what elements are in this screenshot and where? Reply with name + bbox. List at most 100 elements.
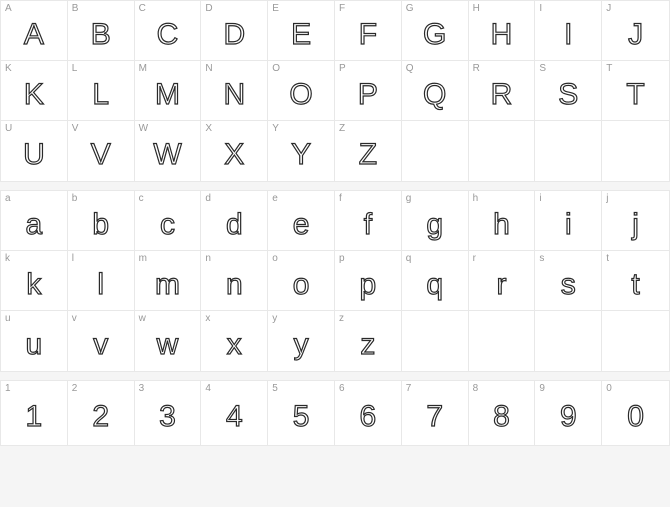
glyph-cell: qq (402, 251, 469, 311)
cell-label: N (205, 63, 212, 74)
glyph: b (92, 208, 109, 242)
glyph: r (496, 268, 506, 302)
glyph-cell: tt (602, 251, 669, 311)
cell-label: 2 (72, 383, 78, 394)
cell-label: r (473, 253, 476, 264)
cell-label: C (139, 3, 146, 14)
glyph-cell: YY (268, 121, 335, 181)
cell-label: K (5, 63, 12, 74)
uppercase-section: AABBCCDDEEFFGGHHIIJJKKLLMMNNOOPPQQRRSSTT… (0, 0, 670, 182)
cell-label: H (473, 3, 480, 14)
cell-label: U (5, 123, 12, 134)
glyph-cell: pp (335, 251, 402, 311)
cell-label: a (5, 193, 11, 204)
glyph-cell: ZZ (335, 121, 402, 181)
glyph-cell: HH (469, 1, 536, 61)
cell-label: 4 (205, 383, 211, 394)
cell-label: p (339, 253, 345, 264)
cell-label: i (539, 193, 541, 204)
glyph-cell: TT (602, 61, 669, 121)
glyph-cell: UU (1, 121, 68, 181)
glyph: 0 (627, 400, 644, 434)
cell-label: z (339, 313, 344, 324)
glyph: 1 (26, 400, 43, 434)
glyph-cell: KK (1, 61, 68, 121)
cell-label: 0 (606, 383, 612, 394)
cell-label: Y (272, 123, 279, 134)
glyph: l (97, 268, 104, 302)
cell-label: G (406, 3, 414, 14)
cell-label: k (5, 253, 10, 264)
glyph-cell (402, 121, 469, 181)
glyph: p (360, 268, 377, 302)
glyph-cell: oo (268, 251, 335, 311)
glyph: d (226, 208, 243, 242)
glyph-cell: gg (402, 191, 469, 251)
cell-label: w (139, 313, 146, 324)
glyph-cell: OO (268, 61, 335, 121)
glyph-cell: vv (68, 311, 135, 371)
cell-label: D (205, 3, 212, 14)
glyph-cell: 44 (201, 381, 268, 445)
glyph-cell (602, 121, 669, 181)
glyph: j (632, 208, 639, 242)
glyph: N (223, 78, 245, 112)
glyph-cell: 66 (335, 381, 402, 445)
glyph: m (155, 268, 180, 302)
glyph: H (491, 18, 513, 52)
glyph-cell: 77 (402, 381, 469, 445)
cell-label: f (339, 193, 342, 204)
glyph-cell: aa (1, 191, 68, 251)
glyph: z (360, 328, 375, 362)
glyph-cell: mm (135, 251, 202, 311)
cell-label: o (272, 253, 278, 264)
glyph: K (24, 78, 44, 112)
glyph: Z (359, 138, 377, 172)
cell-label: j (606, 193, 608, 204)
glyph-cell: CC (135, 1, 202, 61)
glyph-cell: ee (268, 191, 335, 251)
cell-label: X (205, 123, 212, 134)
cell-label: h (473, 193, 479, 204)
cell-label: n (205, 253, 211, 264)
glyph: c (160, 208, 175, 242)
glyph-cell (469, 121, 536, 181)
glyph: f (364, 208, 372, 242)
glyph-cell: WW (135, 121, 202, 181)
glyph-cell: jj (602, 191, 669, 251)
numbers-grid: 11223344556677889900 (1, 381, 669, 445)
glyph-cell: dd (201, 191, 268, 251)
glyph: U (23, 138, 45, 172)
glyph-cell: 88 (469, 381, 536, 445)
glyph: D (223, 18, 245, 52)
glyph-cell: GG (402, 1, 469, 61)
glyph-cell: nn (201, 251, 268, 311)
glyph-cell: FF (335, 1, 402, 61)
glyph-cell: ww (135, 311, 202, 371)
glyph: J (628, 18, 643, 52)
cell-label: W (139, 123, 148, 134)
cell-label: q (406, 253, 412, 264)
cell-label: s (539, 253, 544, 264)
lowercase-section: aabbccddeeffgghhiijjkkllmmnnooppqqrrsstt… (0, 190, 670, 372)
glyph: T (626, 78, 644, 112)
cell-label: 9 (539, 383, 545, 394)
glyph-cell: uu (1, 311, 68, 371)
glyph-cell (535, 311, 602, 371)
glyph: u (26, 328, 43, 362)
cell-label: y (272, 313, 277, 324)
cell-label: m (139, 253, 147, 264)
glyph-cell (535, 121, 602, 181)
glyph-cell: II (535, 1, 602, 61)
cell-label: Q (406, 63, 414, 74)
glyph-cell: NN (201, 61, 268, 121)
cell-label: e (272, 193, 278, 204)
glyph: F (359, 18, 377, 52)
glyph: 2 (92, 400, 109, 434)
glyph: 6 (360, 400, 377, 434)
glyph-cell: 11 (1, 381, 68, 445)
glyph-cell: bb (68, 191, 135, 251)
glyph-cell: zz (335, 311, 402, 371)
cell-label: I (539, 3, 542, 14)
cell-label: 7 (406, 383, 412, 394)
